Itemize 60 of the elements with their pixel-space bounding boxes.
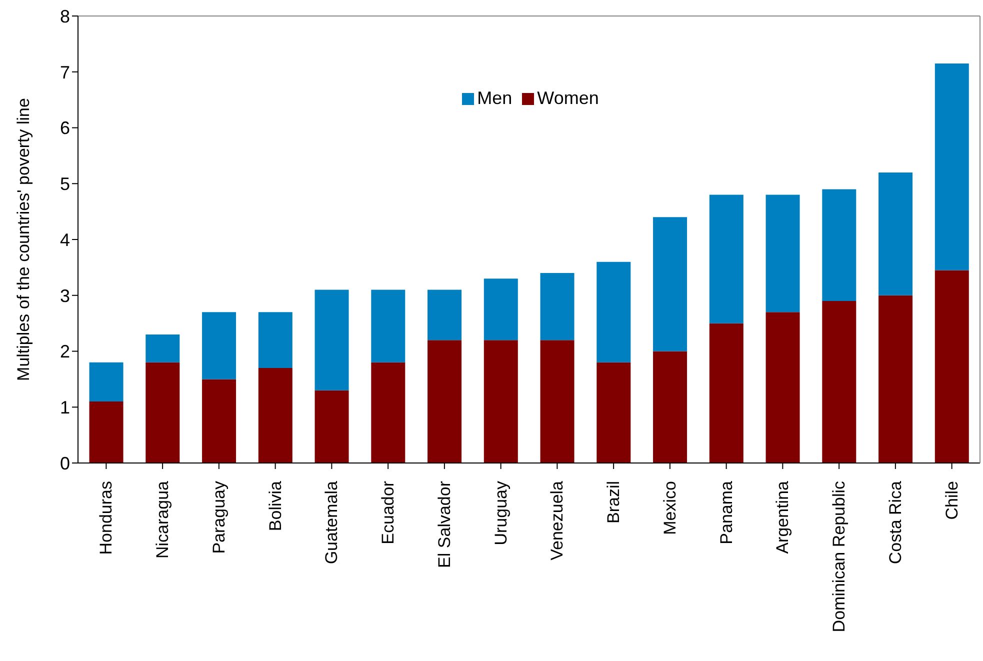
x-tick-label: Uruguay xyxy=(491,480,510,546)
bar xyxy=(89,402,124,463)
bar xyxy=(146,334,180,362)
bar xyxy=(653,351,688,463)
x-tick-label: Chile xyxy=(942,481,962,520)
x-tick-label: Brazil xyxy=(604,481,624,524)
bar xyxy=(146,362,180,463)
y-tick-label: 3 xyxy=(60,286,70,306)
x-tick-label: Nicaragua xyxy=(153,480,172,558)
bar xyxy=(202,312,236,380)
x-tick-label: Venezuela xyxy=(548,480,567,560)
bar xyxy=(89,362,124,402)
bar xyxy=(653,217,688,352)
x-tick-label: Ecuador xyxy=(378,480,398,544)
y-tick-label: 4 xyxy=(60,230,70,250)
bar xyxy=(314,290,349,390)
legend-label: Men xyxy=(476,88,512,109)
x-tick-label: Dominican Republic xyxy=(830,480,849,632)
bar xyxy=(540,340,574,463)
y-tick-label: 2 xyxy=(60,342,70,362)
bar xyxy=(484,278,518,340)
x-tick-label: Bolivia xyxy=(266,480,285,532)
y-tick-label: 6 xyxy=(60,118,70,138)
x-tick-label: Argentina xyxy=(773,480,792,554)
bar xyxy=(822,300,856,463)
bar xyxy=(371,290,406,362)
bar xyxy=(258,312,292,368)
bar xyxy=(484,340,518,463)
y-tick-label: 5 xyxy=(60,174,70,194)
bar xyxy=(878,295,913,463)
bar xyxy=(258,368,292,463)
x-tick-label: Costa Rica xyxy=(886,480,905,564)
bar xyxy=(202,379,236,463)
x-tick-label: Paraguay xyxy=(209,480,228,554)
bar xyxy=(766,194,800,312)
x-tick-label: Guatemala xyxy=(322,480,342,564)
x-tick-label: El Salvador xyxy=(434,480,454,568)
y-tick-label: 1 xyxy=(60,398,70,418)
bar xyxy=(540,273,574,340)
bar xyxy=(709,194,744,324)
bar xyxy=(934,63,969,270)
bar xyxy=(934,270,969,463)
y-axis-title: Multiples of the countries' poverty line xyxy=(14,98,34,381)
bar xyxy=(822,189,856,301)
bar xyxy=(709,323,744,463)
bar xyxy=(428,340,462,463)
bar xyxy=(878,172,913,296)
bar xyxy=(371,362,406,463)
y-tick-label: 8 xyxy=(60,6,70,26)
bar xyxy=(596,362,631,463)
bar xyxy=(766,312,800,463)
x-tick-label: Panama xyxy=(716,480,736,544)
bar xyxy=(314,390,349,463)
bar xyxy=(596,262,631,362)
y-tick-label: 7 xyxy=(60,62,70,82)
y-tick-label: 0 xyxy=(60,453,70,474)
x-tick-label: Mexico xyxy=(660,481,680,535)
x-tick-label: Honduras xyxy=(96,481,116,555)
legend-label: Women xyxy=(536,88,599,109)
bar xyxy=(428,290,462,340)
